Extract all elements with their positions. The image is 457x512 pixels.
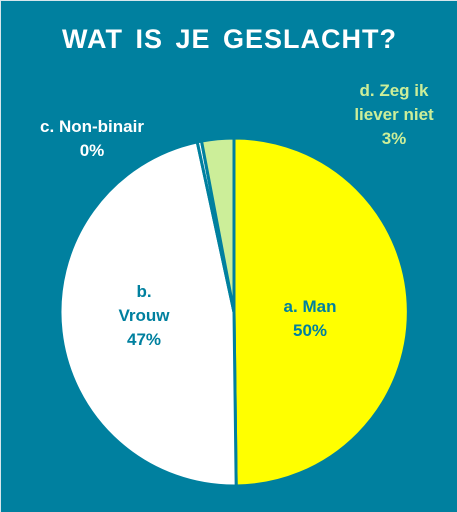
pie-label-zeg-line-2: 3% — [382, 129, 407, 148]
pie-label-man-line-1: 50% — [293, 321, 327, 340]
pie-label-nonbinair-line-1: 0% — [80, 141, 105, 160]
pie-slice-vrouw — [58, 140, 238, 488]
pie-labels: a. Man 50% b. Vrouw 47% c. Non-binair 0% d. Zeg… — [40, 81, 434, 349]
pie-label-vrouw-line-1: Vrouw — [118, 306, 170, 325]
pie-label-man-line-0: a. Man — [284, 297, 337, 316]
pie-label-zeg: d. Zeg ik liever niet 3% — [354, 81, 434, 148]
pie-slice-zeg — [200, 136, 236, 314]
pie-slice-man — [232, 136, 410, 488]
pie-label-man: a. Man 50% — [284, 297, 337, 340]
pie-label-zeg-line-0: d. Zeg ik — [360, 81, 430, 100]
pie-label-nonbinair-line-0: c. Non-binair — [40, 117, 144, 136]
pie-label-vrouw-line-0: b. — [136, 282, 151, 301]
pie-slices — [58, 136, 410, 488]
pie-label-zeg-line-1: liever niet — [354, 105, 434, 124]
pie-label-vrouw-line-2: 47% — [127, 330, 161, 349]
pie-label-vrouw: b. Vrouw 47% — [118, 282, 170, 349]
pie-label-nonbinair: c. Non-binair 0% — [40, 117, 144, 160]
chart-title: WAT IS JE GESLACHT? — [61, 24, 397, 54]
